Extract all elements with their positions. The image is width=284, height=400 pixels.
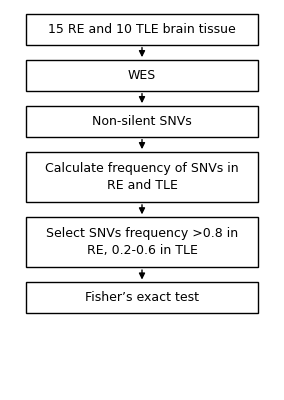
FancyBboxPatch shape xyxy=(26,282,258,313)
Text: Select SNVs frequency >0.8 in
RE, 0.2-0.6 in TLE: Select SNVs frequency >0.8 in RE, 0.2-0.… xyxy=(46,227,238,257)
FancyBboxPatch shape xyxy=(26,60,258,91)
Text: Calculate frequency of SNVs in
RE and TLE: Calculate frequency of SNVs in RE and TL… xyxy=(45,162,239,192)
Text: 15 RE and 10 TLE brain tissue: 15 RE and 10 TLE brain tissue xyxy=(48,23,236,36)
FancyBboxPatch shape xyxy=(26,14,258,45)
Text: Fisher’s exact test: Fisher’s exact test xyxy=(85,291,199,304)
Text: Non-silent SNVs: Non-silent SNVs xyxy=(92,115,192,128)
FancyBboxPatch shape xyxy=(26,217,258,267)
Text: WES: WES xyxy=(128,69,156,82)
FancyBboxPatch shape xyxy=(26,152,258,202)
FancyBboxPatch shape xyxy=(26,106,258,137)
